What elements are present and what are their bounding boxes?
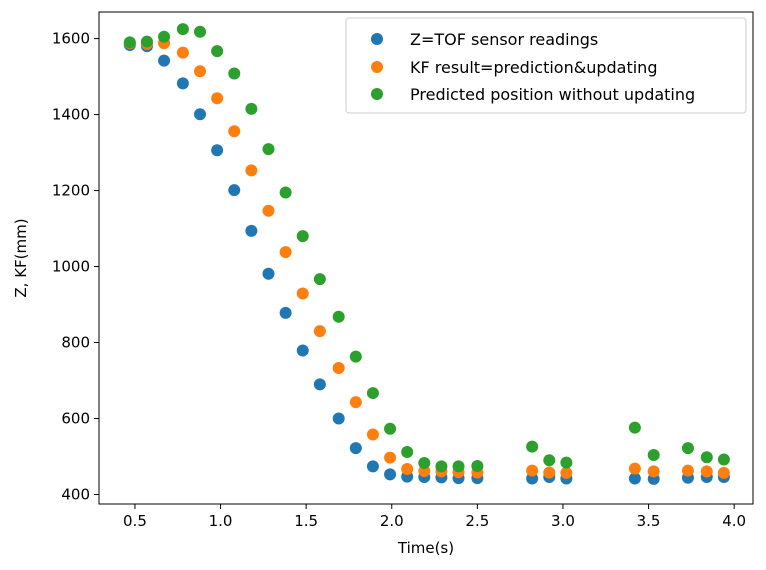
- legend: Z=TOF sensor readings KF result=predicti…: [345, 17, 747, 114]
- predicted-point: [296, 230, 309, 243]
- y-axis: 400 600 800 1000 1200 1400 1600: [52, 30, 99, 504]
- x-axis: 0.5 1.0 1.5 2.0 2.5 3.0 3.5 4.0: [123, 504, 746, 530]
- kf-point: [262, 204, 275, 217]
- x-tick-label: 2.0: [380, 512, 404, 530]
- x-tick-label: 1.0: [209, 512, 233, 530]
- legend-label-predicted: Predicted position without updating: [410, 85, 695, 104]
- y-tick-label: 600: [61, 410, 90, 428]
- kf-point: [349, 396, 362, 409]
- predicted-point: [543, 454, 556, 467]
- kf-point: [628, 462, 641, 475]
- sensor-point: [296, 344, 309, 357]
- predicted-point: [700, 451, 713, 464]
- kf-point: [560, 466, 573, 479]
- predicted-point: [332, 310, 345, 323]
- sensor-point: [366, 460, 379, 473]
- predicted-point: [384, 422, 397, 435]
- sensor-point: [158, 54, 171, 67]
- predicted-point: [211, 45, 224, 58]
- kf-point: [296, 287, 309, 300]
- legend-box: [345, 17, 747, 114]
- predicted-point: [194, 25, 207, 38]
- kf-point: [384, 451, 397, 464]
- series-predicted: [123, 23, 730, 473]
- plot-frame: [98, 11, 754, 505]
- sensor-point: [349, 442, 362, 455]
- predicted-point: [366, 387, 379, 400]
- sensor-point: [279, 306, 292, 319]
- predicted-point: [176, 23, 189, 36]
- x-tick-label: 3.5: [637, 512, 661, 530]
- predicted-point: [628, 421, 641, 434]
- predicted-point: [560, 456, 573, 469]
- y-tick-label: 400: [61, 486, 90, 504]
- predicted-point: [245, 102, 258, 115]
- kf-point: [526, 464, 539, 477]
- y-tick-label: 800: [61, 334, 90, 352]
- kf-point: [279, 246, 292, 259]
- kf-point: [700, 465, 713, 478]
- kf-point: [332, 361, 345, 374]
- y-tick-label: 1400: [52, 106, 90, 124]
- kf-point: [366, 428, 379, 441]
- sensor-point: [245, 224, 258, 237]
- x-tick-label: 4.0: [722, 512, 746, 530]
- predicted-point: [123, 36, 136, 49]
- y-axis-label: Z, KF(mm): [12, 218, 30, 297]
- kf-point: [313, 325, 326, 338]
- sensor-point: [628, 472, 641, 485]
- kf-point: [401, 463, 414, 476]
- sensor-point: [313, 378, 326, 391]
- predicted-point: [471, 460, 484, 473]
- predicted-point: [158, 30, 171, 43]
- x-tick-label: 3.0: [551, 512, 575, 530]
- predicted-point: [262, 143, 275, 156]
- predicted-point: [313, 273, 326, 286]
- predicted-point: [140, 35, 153, 48]
- data-points: [123, 23, 730, 485]
- predicted-point: [717, 453, 730, 466]
- x-tick-label: 1.5: [294, 512, 318, 530]
- y-tick-label: 1200: [52, 182, 90, 200]
- legend-label-sensor: Z=TOF sensor readings: [410, 30, 598, 49]
- predicted-point: [279, 186, 292, 199]
- kf-point: [245, 164, 258, 177]
- kf-point: [228, 125, 241, 138]
- legend-label-kf: KF result=prediction&updating: [410, 58, 657, 77]
- kf-point: [647, 465, 660, 478]
- sensor-point: [228, 184, 241, 197]
- x-tick-label: 2.5: [465, 512, 489, 530]
- predicted-point: [452, 460, 465, 473]
- predicted-point: [435, 460, 448, 473]
- legend-marker-sensor: [371, 33, 383, 45]
- kf-point: [176, 46, 189, 59]
- kf-point: [681, 464, 694, 477]
- kf-point: [211, 92, 224, 105]
- predicted-point: [526, 440, 539, 453]
- predicted-point: [401, 445, 414, 458]
- predicted-point: [349, 350, 362, 363]
- sensor-point: [262, 267, 275, 280]
- predicted-point: [228, 67, 241, 80]
- predicted-point: [418, 456, 431, 469]
- legend-marker-predicted: [371, 88, 383, 100]
- sensor-point: [211, 144, 224, 157]
- y-tick-label: 1000: [52, 258, 90, 276]
- y-tick-label: 1600: [52, 30, 90, 48]
- kf-point: [194, 65, 207, 78]
- sensor-point: [194, 108, 207, 121]
- predicted-point: [681, 442, 694, 455]
- sensor-point: [176, 77, 189, 90]
- sensor-point: [384, 468, 397, 481]
- x-tick-label: 0.5: [123, 512, 147, 530]
- x-axis-label: Time(s): [397, 539, 454, 557]
- kf-point: [543, 466, 556, 479]
- predicted-point: [647, 448, 660, 461]
- legend-marker-kf: [371, 61, 383, 73]
- kf-point: [717, 466, 730, 479]
- sensor-point: [332, 412, 345, 425]
